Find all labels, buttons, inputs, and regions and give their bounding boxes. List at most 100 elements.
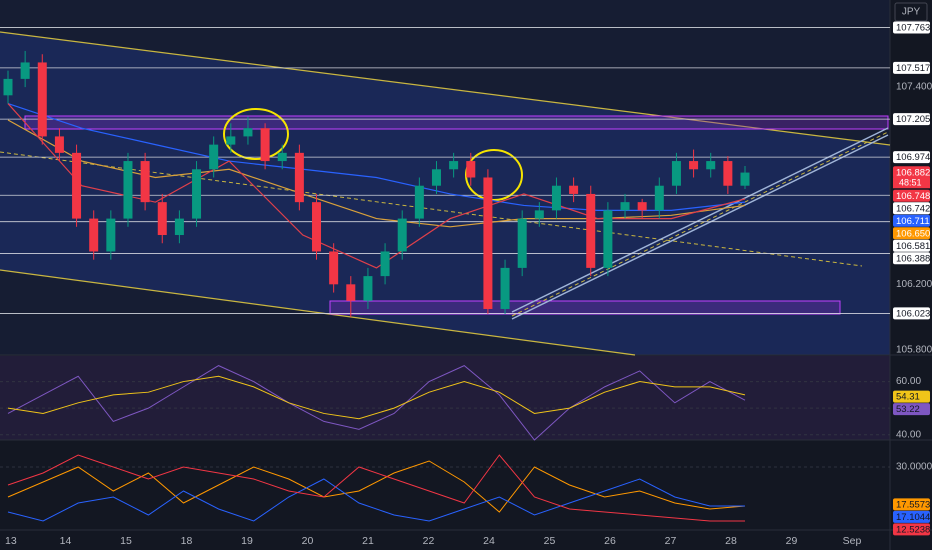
- candle-body: [603, 210, 613, 268]
- candle-body: [620, 202, 630, 211]
- candle-body: [363, 276, 373, 301]
- price-tag-label: 106.650: [896, 228, 930, 239]
- y-tick-label: 30.0000: [896, 462, 932, 473]
- price-tag-label: 106.711: [896, 216, 930, 227]
- candle-body: [243, 128, 253, 137]
- channel-mid: [0, 151, 863, 267]
- channel-fill: [0, 32, 890, 355]
- candle-body: [637, 202, 647, 211]
- candle-body: [329, 251, 339, 285]
- candle-body: [123, 161, 133, 219]
- price-tag-label: 17.5573: [896, 499, 930, 510]
- y-tick-label: 40.00: [896, 429, 921, 440]
- price-tag: [893, 189, 930, 202]
- candle-body: [346, 284, 356, 301]
- candle-body: [483, 177, 493, 309]
- x-tick-label: 15: [120, 535, 132, 547]
- countdown: 48:51: [899, 178, 922, 188]
- price-tag: [893, 252, 930, 265]
- x-tick-label: 25: [544, 535, 556, 547]
- candle-body: [260, 128, 270, 162]
- price-tag: [893, 202, 930, 215]
- candle-body: [689, 161, 699, 170]
- candle-body: [192, 169, 202, 219]
- candle-body: [397, 218, 407, 252]
- candle-body: [72, 152, 82, 219]
- price-tag: [893, 151, 930, 164]
- price-tag-label: 54.31: [896, 392, 920, 403]
- price-tag: [893, 403, 930, 416]
- x-tick-label: 13: [5, 535, 17, 547]
- resistance-zone: [24, 115, 889, 130]
- candle-body: [106, 218, 116, 252]
- price-tag-label: 106.748: [896, 191, 930, 202]
- channel-bottom: [0, 269, 636, 356]
- y-tick-label: 106.200: [896, 279, 932, 290]
- price-tag-label: 53.22: [896, 404, 920, 415]
- candle-body: [586, 193, 596, 268]
- x-tick-label: 19: [241, 535, 253, 547]
- price-tag-label: 106.388: [896, 253, 930, 264]
- x-tick-label: 14: [60, 535, 72, 547]
- candle-body: [37, 62, 47, 137]
- candle-body: [500, 267, 510, 309]
- price-tag: [893, 113, 930, 126]
- price-tag: [893, 307, 930, 320]
- price-tag-label: 107.763: [896, 22, 930, 33]
- candle-body: [157, 202, 167, 236]
- indicator-line: [7, 365, 746, 441]
- candle-body: [3, 78, 13, 96]
- price-tag-label: 106.023: [896, 308, 930, 319]
- candle-body: [551, 185, 561, 211]
- price-tag: [893, 498, 930, 511]
- currency-badge: [894, 2, 928, 22]
- candle-body: [140, 161, 150, 203]
- candle-body: [449, 161, 459, 170]
- price-tag: [893, 61, 930, 74]
- candle-body: [671, 161, 681, 186]
- candle-body: [706, 161, 716, 170]
- x-tick-label: 24: [483, 535, 495, 547]
- rising-line: [511, 134, 889, 320]
- y-tick-label: 107.400: [896, 82, 932, 93]
- price-tag: [893, 227, 930, 240]
- candle-body: [466, 161, 476, 178]
- candle-body: [517, 218, 527, 268]
- x-tick-label: 26: [604, 535, 616, 547]
- candle-body: [431, 169, 441, 186]
- candle-body: [312, 202, 322, 252]
- candle-body: [654, 185, 664, 211]
- y-tick-label: 105.800: [896, 345, 932, 356]
- candle-body: [294, 152, 304, 203]
- currency: JPY: [902, 7, 921, 18]
- x-tick-label: 22: [423, 535, 435, 547]
- candle-body: [723, 161, 733, 186]
- highlight-circle: [465, 149, 523, 201]
- price-tag: [893, 239, 930, 252]
- price-tag: [893, 390, 930, 403]
- price-tag-label: 106.581: [896, 241, 930, 252]
- candle-body: [534, 210, 544, 219]
- candle-body: [20, 62, 30, 79]
- support-zone: [329, 300, 841, 315]
- candle-body: [89, 218, 99, 252]
- price-tag-label: 107.517: [896, 63, 930, 74]
- x-tick-label: 18: [181, 535, 193, 547]
- candle-body: [277, 152, 287, 162]
- indicator-line: [7, 454, 745, 522]
- indicator-line: [7, 375, 746, 420]
- candle-body: [380, 251, 390, 277]
- indicator-line: [7, 460, 746, 513]
- rsi-band: [0, 356, 890, 440]
- candle-body: [226, 136, 236, 145]
- candle-body: [740, 172, 750, 186]
- price-tag-label: 17.1044: [896, 512, 930, 523]
- price-tag-label: 106.974: [896, 152, 930, 163]
- price-tag-label: 12.5238: [896, 524, 930, 535]
- price-tag: [893, 21, 930, 34]
- candle-body: [414, 185, 424, 219]
- price-tag: [893, 510, 930, 523]
- x-tick-label: 29: [786, 535, 798, 547]
- price-tag-label: 106.882: [896, 167, 930, 178]
